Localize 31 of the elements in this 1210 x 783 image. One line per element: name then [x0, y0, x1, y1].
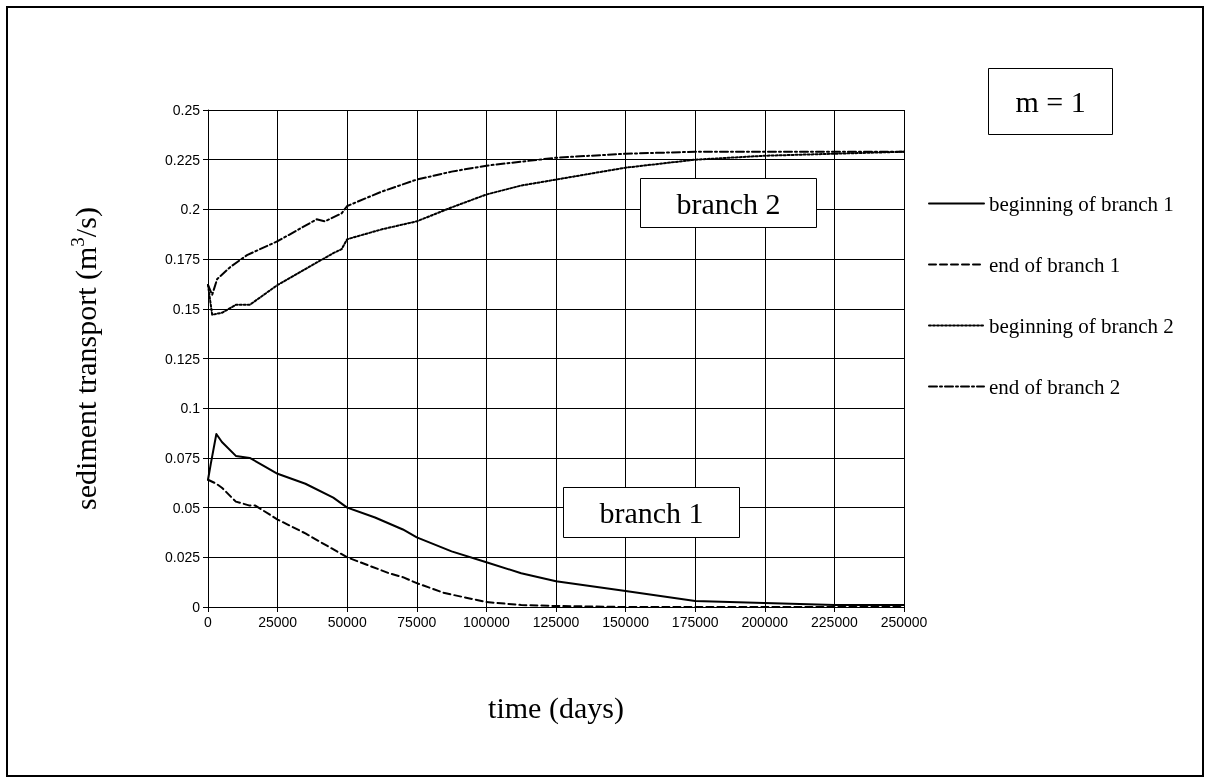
annotation: branch 1: [599, 496, 704, 529]
y-tick-label: 0: [192, 599, 201, 615]
x-axis-title: time (days): [488, 690, 624, 725]
y-axis-title: sediment transport (m3/s): [67, 207, 103, 510]
y-tick-label: 0.05: [172, 499, 201, 516]
legend-label: beginning of branch 2: [989, 313, 1174, 338]
x-tick-label: 225000: [811, 614, 858, 630]
legend-label: end of branch 2: [989, 374, 1121, 399]
x-tick-label: 200000: [741, 614, 789, 630]
annotation: branch 2: [676, 186, 781, 220]
x-tick-label: 50000: [327, 614, 367, 630]
x-tick-label: 250000: [880, 614, 928, 630]
y-tick-label: 0.1: [180, 400, 201, 417]
y-tick-label: 0.125: [164, 350, 201, 367]
x-tick-label: 150000: [602, 614, 650, 630]
y-tick-label: 0.175: [164, 251, 201, 268]
y-tick-label: 0.2: [180, 201, 201, 218]
legend-label: end of branch 1: [989, 252, 1121, 277]
y-tick-label: 0.25: [172, 102, 201, 118]
y-tick-label: 0.15: [172, 300, 201, 317]
legend-label: beginning of branch 1: [989, 191, 1174, 216]
y-tick-label: 0.075: [164, 449, 201, 466]
x-tick-label: 100000: [463, 614, 510, 630]
y-tick-label: 0.225: [164, 151, 201, 168]
text: m = 1: [1015, 85, 1086, 118]
x-tick-label: 75000: [397, 614, 437, 630]
y-tick-label: 0.025: [164, 549, 201, 566]
x-tick-label: 175000: [671, 614, 719, 630]
x-tick-label: 125000: [532, 614, 580, 630]
x-tick-label: 0: [204, 614, 213, 630]
x-tick-label: 25000: [258, 614, 298, 630]
